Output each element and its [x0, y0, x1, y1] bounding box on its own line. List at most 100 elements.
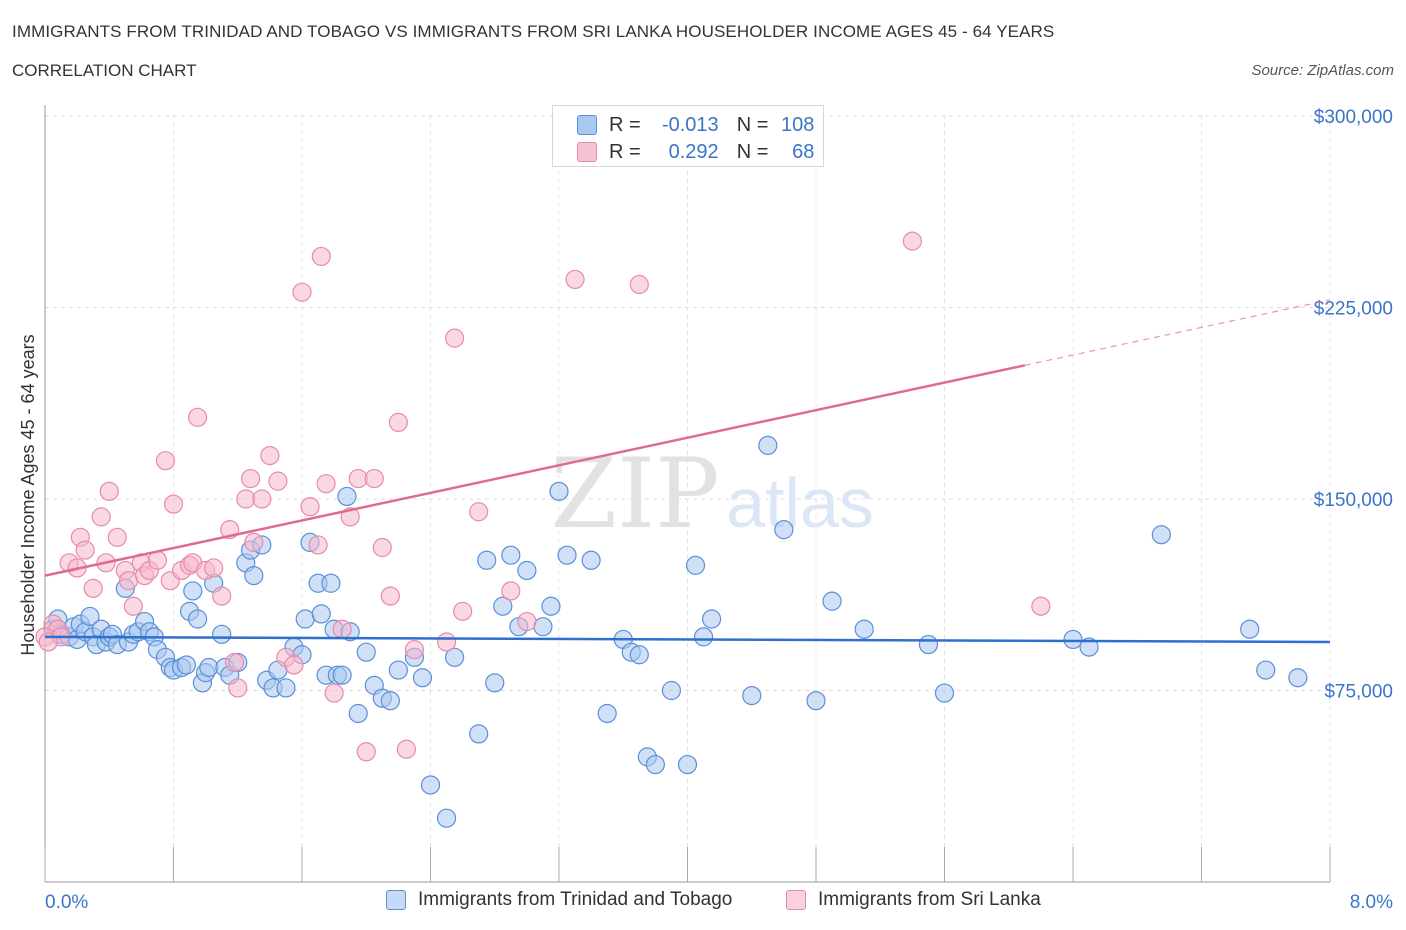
- pink-swatch: [577, 142, 597, 162]
- pink-n-label: N =: [736, 140, 769, 163]
- blue-point-76: [501, 545, 521, 565]
- blue-point-8: [80, 606, 100, 627]
- blue-point-71: [444, 647, 465, 667]
- pink-point-44: [316, 474, 336, 494]
- blue-point-80: [541, 596, 561, 616]
- y-tick-label-2: $225,000: [1314, 299, 1393, 320]
- blue-point-30: [183, 581, 203, 601]
- legend-item-srilanka[interactable]: Immigrants from Sri Lanka: [786, 889, 1041, 911]
- pink-point-55: [404, 640, 425, 660]
- pink-point-14: [123, 596, 143, 616]
- pink-point-35: [252, 489, 272, 509]
- blue-point-84: [597, 703, 617, 724]
- stats-legend: R = -0.013 N = 108 R = 0.292 N = 68: [552, 105, 824, 167]
- x-tick-label-1: 8.0%: [1350, 892, 1393, 913]
- blue-point-78: [517, 560, 537, 581]
- blue-point-36: [212, 624, 232, 644]
- pink-point-25: [187, 407, 208, 427]
- blue-point-90: [661, 680, 682, 701]
- blue-point-81: [549, 481, 569, 501]
- blue-point-83: [581, 550, 601, 570]
- blue-point-107: [1256, 660, 1276, 680]
- pink-point-7: [83, 578, 103, 598]
- chart-subtitle: CORRELATION CHART: [12, 61, 197, 80]
- blue-point-58: [332, 665, 352, 685]
- pink-point-32: [236, 489, 256, 509]
- blue-point-59: [337, 486, 357, 507]
- pink-point-31: [228, 678, 248, 698]
- pink-point-62: [565, 269, 585, 290]
- blue-point-55: [321, 573, 341, 593]
- legend-swatch-pink: [786, 890, 806, 910]
- pink-point-54: [396, 739, 417, 759]
- stats-row-blue: R = -0.013 N = 108: [577, 112, 814, 138]
- pink-point-11: [107, 527, 127, 547]
- pink-point-8: [91, 507, 111, 527]
- blue-point-94: [701, 609, 722, 629]
- watermark-atlas: atlas: [726, 464, 874, 542]
- pink-point-56: [436, 632, 457, 652]
- blue-point-106: [1240, 619, 1260, 639]
- blue-point-73: [477, 550, 497, 570]
- pink-point-27: [204, 558, 224, 578]
- pink-point-40: [292, 282, 312, 302]
- pink-point-61: [517, 611, 537, 632]
- pink-trend-line: [44, 364, 1026, 577]
- pink-point-21: [163, 494, 184, 514]
- blue-point-108: [1288, 668, 1308, 688]
- y-tick-label-1: $150,000: [1314, 490, 1393, 511]
- watermark-zip: ZIP: [550, 438, 719, 550]
- pink-point-43: [311, 246, 331, 267]
- chart-title: IMMIGRANTS FROM TRINIDAD AND TOBAGO VS I…: [12, 22, 1055, 41]
- blue-point-99: [822, 591, 842, 611]
- blue-point-61: [348, 703, 368, 724]
- pink-point-46: [332, 619, 352, 639]
- blue-r-label: R =: [609, 113, 641, 136]
- y-tick-label-0: $75,000: [1324, 682, 1393, 703]
- pink-point-60: [501, 581, 521, 601]
- blue-point-72: [469, 724, 489, 744]
- stats-row-pink: R = 0.292 N = 68: [577, 139, 814, 165]
- pink-point-41: [300, 497, 320, 517]
- pink-trend-line-dashed: [1024, 299, 1331, 366]
- blue-point-70: [436, 808, 457, 828]
- blue-point-105: [1151, 525, 1171, 545]
- blue-point-31: [187, 609, 208, 629]
- pink-point-30: [224, 652, 245, 673]
- pink-point-45: [324, 683, 344, 703]
- blue-point-74: [485, 673, 505, 693]
- blue-point-75: [493, 596, 513, 616]
- blue-point-79: [533, 617, 553, 637]
- blue-point-68: [412, 668, 433, 688]
- blue-point-28: [176, 655, 196, 675]
- pink-point-10: [99, 481, 119, 501]
- blue-point-87: [629, 645, 649, 665]
- pink-point-33: [241, 468, 261, 489]
- blue-point-69: [420, 775, 441, 795]
- legend-item-trinidad[interactable]: Immigrants from Trinidad and Tobago: [386, 889, 732, 911]
- pink-point-50: [364, 468, 384, 489]
- blue-point-50: [295, 609, 315, 629]
- bottom-legend: Immigrants from Trinidad and Tobago Immi…: [0, 889, 1406, 917]
- pink-point-52: [380, 586, 400, 606]
- pink-point-13: [118, 571, 139, 591]
- blue-point-66: [388, 660, 408, 680]
- pink-point-19: [155, 451, 176, 471]
- blue-n-value: 108: [781, 113, 815, 136]
- blue-r-value: -0.013: [661, 113, 719, 136]
- blue-point-102: [934, 683, 955, 703]
- blue-point-98: [806, 691, 826, 711]
- blue-point-93: [693, 627, 714, 647]
- blue-trend-line: [44, 635, 1331, 644]
- blue-point-82: [557, 545, 577, 565]
- pink-point-49: [356, 742, 376, 762]
- pink-n-value: 68: [792, 140, 815, 163]
- pink-point-36: [260, 445, 280, 466]
- blue-point-95: [742, 686, 762, 706]
- blue-point-34: [199, 657, 219, 678]
- pink-point-59: [469, 502, 489, 522]
- pink-point-42: [308, 535, 328, 555]
- blue-point-53: [311, 604, 331, 624]
- blue-point-96: [758, 435, 778, 455]
